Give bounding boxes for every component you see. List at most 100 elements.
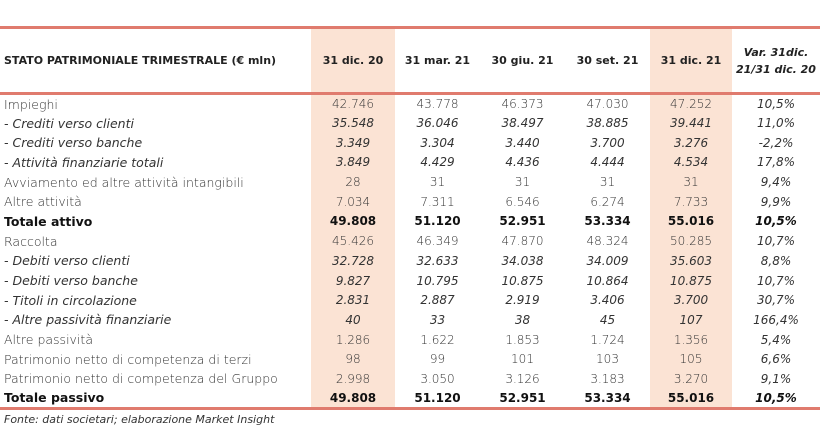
value-cell: 36.046 [416,116,459,131]
value-cell: 10.875 [650,270,732,291]
row-label: - Debiti verso clienti [4,253,130,269]
value-cell: 3.700 [590,135,625,150]
value-cell: 39.441 [650,113,732,133]
value-cell: 31 [514,175,531,190]
value-cell: 52.951 [480,388,565,410]
value-cell: 55.016 [650,388,732,410]
value-cell: 38.497 [501,116,544,131]
table-row: Altre attività 7.034 7.311 6.546 6.274 7.733 9… [0,191,820,212]
row-label: - Crediti verso banche [4,135,143,151]
table-row: - Debiti verso banche 9.827 10.795 10.875 10… [0,270,820,291]
value-cell: 35.548 [311,113,395,133]
value-cell: 1.356 [650,329,732,350]
value-cell: 34.038 [501,253,544,268]
header-variation: Var. 31dic. 21/31 dic. 20 [732,26,820,95]
value-cell: 50.285 [650,231,732,251]
value-cell: 47.252 [650,93,732,114]
table-row: - Crediti verso banche 3.349 3.304 3.440 3.7… [0,132,820,153]
value-cell: 107 [650,310,732,330]
value-cell: 4.429 [420,155,455,170]
variation-cell: 10,5% [732,388,820,410]
variation-cell: 166,4% [753,312,799,327]
variation-cell: 9,9% [760,194,792,209]
value-cell: 1.622 [420,332,455,347]
value-cell: 46.349 [416,234,459,249]
table-row: - Altre passività finanziarie 40 33 38 45 107… [0,310,820,330]
row-label: - Titoli in circolazione [4,292,137,308]
row-label: Altre passività [4,332,93,348]
table-row: - Attività finanziarie totali 3.849 4.429 4… [0,152,820,173]
variation-cell: 8,8% [760,253,792,268]
variation-cell: -2,2% [758,135,794,150]
value-cell: 1.286 [311,329,395,350]
value-cell: 98 [311,349,395,370]
header-row: STATO PATRIMONIALE TRIMESTRALE (€ mln) 3… [0,26,820,95]
value-cell: 42.746 [311,93,395,114]
header-30giu21: 30 giu. 21 [480,26,565,95]
value-cell: 52.951 [499,214,546,229]
variation-cell: 9,1% [760,371,792,386]
value-cell: 6.274 [590,194,625,209]
table-row: Raccolta 45.426 46.349 47.870 48.324 50.285 10… [0,231,820,251]
value-cell: 3.270 [650,369,732,389]
value-cell: 3.183 [590,371,625,386]
row-label: Patrimonio netto di competenza del Grupp… [4,371,278,387]
table-row: Patrimonio netto di competenza del Grupp… [0,369,820,389]
variation-cell: 11,0% [756,116,796,131]
value-cell: 10.795 [416,273,459,288]
row-label: Totale attivo [4,213,93,229]
table-row: Totale passivo 49.808 51.120 52.951 53.334 55… [0,388,820,410]
value-cell: 45.426 [311,231,395,251]
row-label: Patrimonio netto di competenza di terzi [4,351,252,367]
value-cell: 10.864 [586,273,629,288]
table-row: Totale attivo 49.808 51.120 52.951 53.334 55.… [0,211,820,232]
value-cell: 99 [429,352,446,367]
header-31dic20: 31 dic. 20 [311,26,395,95]
value-cell: 4.444 [590,155,625,170]
value-cell: 3.304 [420,135,455,150]
value-cell: 51.120 [395,388,480,410]
header-30set21: 30 set. 21 [565,26,650,95]
variation-cell: 6,6% [760,352,792,367]
value-cell: 10.875 [501,273,544,288]
value-cell: 45 [599,312,616,327]
value-cell: 7.311 [420,194,455,209]
value-cell: 1.853 [505,332,540,347]
value-cell: 49.808 [311,388,395,410]
value-cell: 38 [514,312,531,327]
row-label: Avviamento ed altre attività intangibili [4,174,244,190]
value-cell: 32.633 [416,253,459,268]
variation-cell: 10,7% [756,234,796,249]
value-cell: 1.724 [590,332,625,347]
value-cell: 47.030 [586,97,629,112]
value-cell: 4.534 [650,152,732,173]
value-cell: 9.827 [311,270,395,291]
variation-cell: 10,5% [756,97,796,112]
value-cell: 3.406 [590,293,625,308]
balance-sheet-table: STATO PATRIMONIALE TRIMESTRALE (€ mln) 3… [0,26,820,410]
row-label: - Debiti verso banche [4,273,138,289]
value-cell: 46.373 [501,97,544,112]
value-cell: 31 [429,175,446,190]
header-31mar21: 31 mar. 21 [395,26,480,95]
value-cell: 31 [599,175,616,190]
row-label: Totale passivo [0,388,311,410]
table-row: - Crediti verso clienti 35.548 36.046 38.49… [0,113,820,133]
variation-cell: 30,7% [756,293,796,308]
value-cell: 55.016 [650,211,732,232]
value-cell: 103 [596,352,619,367]
value-cell: 3.349 [311,132,395,153]
value-cell: 51.120 [414,214,461,229]
value-cell: 105 [650,349,732,370]
variation-cell: 9,4% [760,175,792,190]
row-label: Impieghi [4,96,58,112]
value-cell: 3.276 [650,132,732,153]
row-label: - Crediti verso clienti [4,115,134,131]
row-label: Raccolta [4,233,58,249]
value-cell: 7.034 [311,191,395,212]
header-title: STATO PATRIMONIALE TRIMESTRALE (€ mln) [0,26,311,95]
table-row: Altre passività 1.286 1.622 1.853 1.724 1.356… [0,329,820,350]
value-cell: 40 [311,310,395,330]
value-cell: 33 [429,312,446,327]
value-cell: 53.334 [565,388,650,410]
